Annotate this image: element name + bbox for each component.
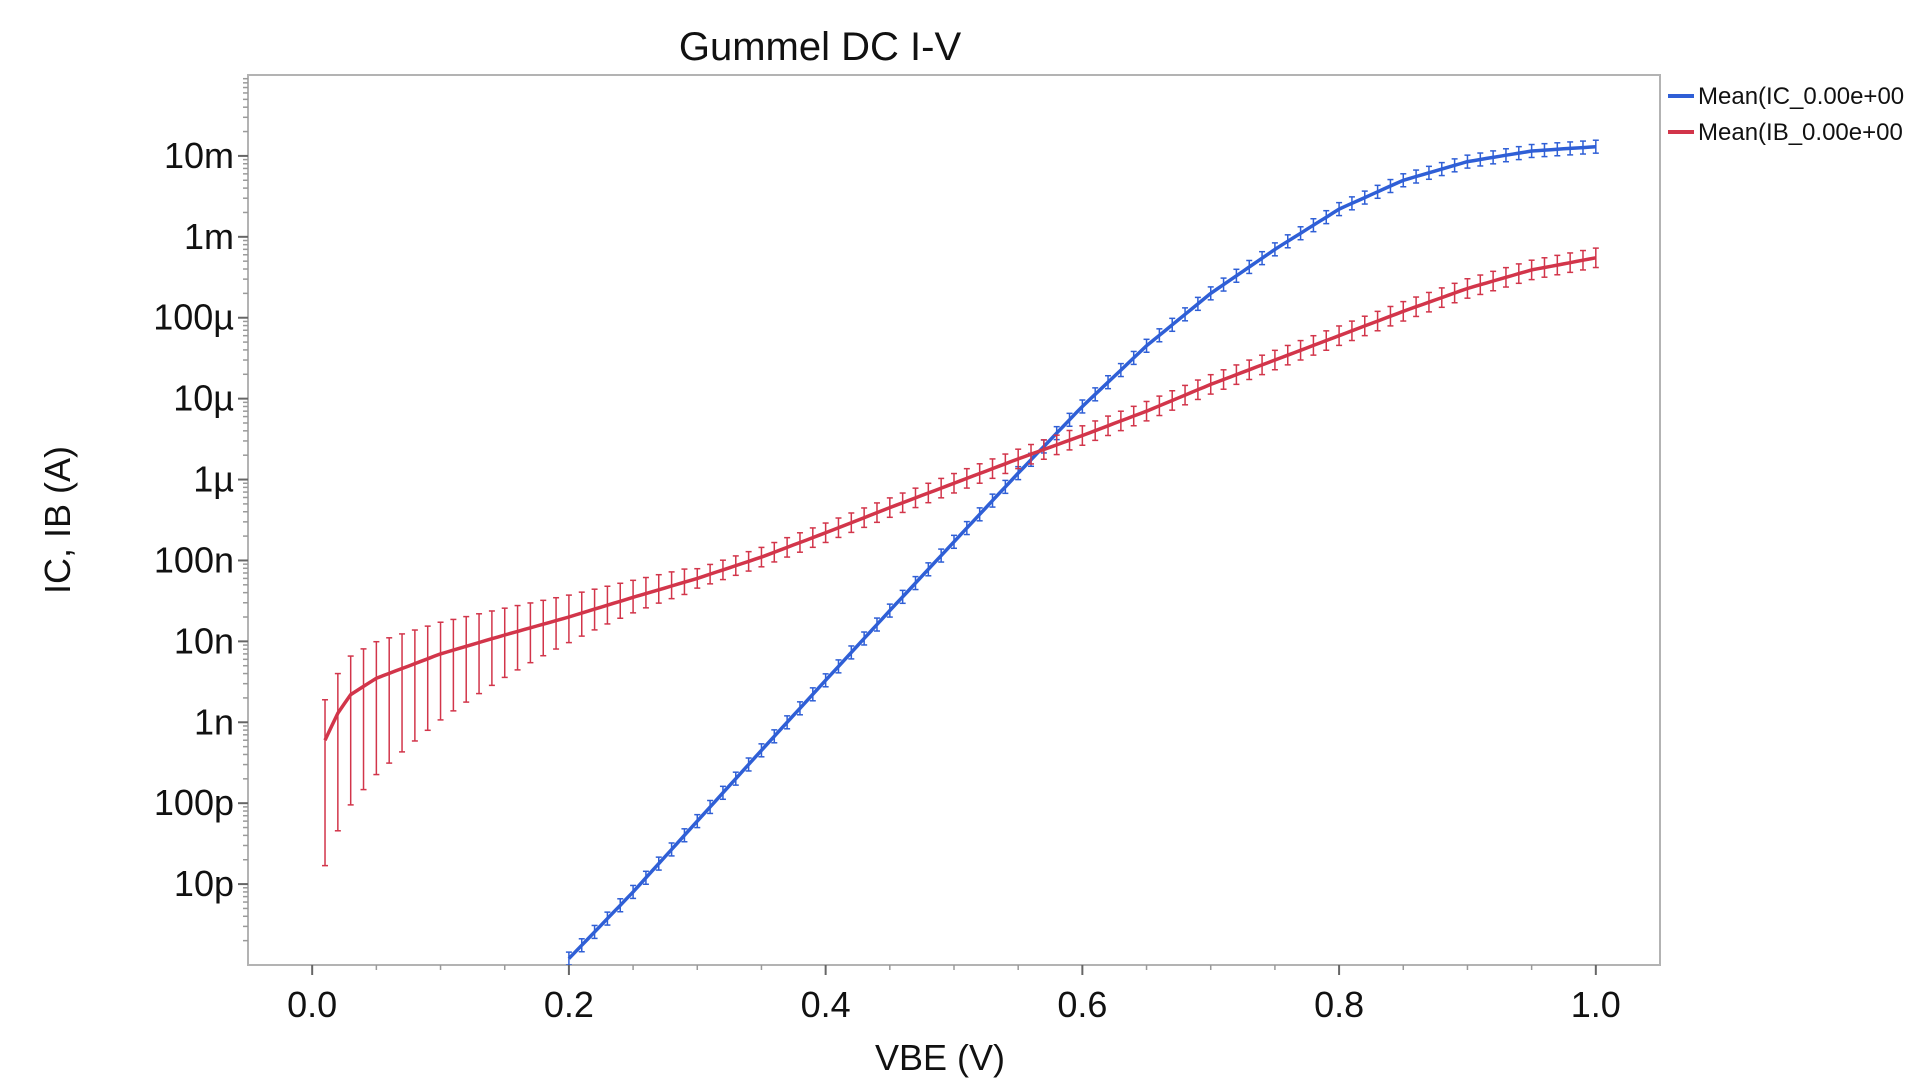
- x-axis-ticks: 0.0 0.2 0.4 0.6 0.8 1.0: [287, 965, 1621, 1025]
- legend-label: Mean(IB_0.00e+00: [1698, 119, 1903, 146]
- y-axis-major-ticks: 10p 100p 1n 10n 100n 1µ 10µ 100µ 1m 10m: [153, 135, 248, 904]
- y-tick-label: 1µ: [193, 459, 234, 500]
- y-tick-label: 10m: [164, 135, 234, 176]
- y-tick-label: 100µ: [153, 297, 234, 338]
- x-axis-title: VBE (V): [875, 1037, 1005, 1078]
- series-line: [323, 256, 1597, 741]
- x-tick-label: 1.0: [1571, 984, 1621, 1025]
- legend: Mean(IC_0.00e+00 Mean(IB_0.00e+00: [1668, 83, 1904, 146]
- y-tick-label: 100n: [154, 539, 234, 580]
- legend-label: Mean(IC_0.00e+00: [1698, 83, 1904, 110]
- x-tick-label: 0.6: [1057, 984, 1107, 1025]
- y-tick-label: 10µ: [173, 378, 234, 419]
- x-tick-label: 0.2: [544, 984, 594, 1025]
- ic-series: [565, 139, 1599, 965]
- ib-series: [322, 247, 1599, 867]
- x-tick-label: 0.0: [287, 984, 337, 1025]
- chart-title: Gummel DC I-V: [679, 25, 962, 69]
- y-axis-minor-ticks: [243, 77, 248, 942]
- series-layer: [322, 139, 1599, 965]
- y-tick-label: 100p: [154, 782, 234, 823]
- plot-frame: [247, 74, 1661, 966]
- y-tick-label: 10n: [174, 620, 234, 661]
- series-line: [567, 144, 1596, 960]
- y-tick-label: 10p: [174, 863, 234, 904]
- error-bars: [565, 139, 1599, 965]
- x-tick-label: 0.8: [1314, 984, 1364, 1025]
- y-tick-label: 1n: [194, 701, 234, 742]
- y-tick-label: 1m: [184, 216, 234, 257]
- error-bars: [322, 247, 1599, 867]
- y-axis-title: IC, IB (A): [37, 446, 78, 594]
- x-tick-label: 0.4: [801, 984, 851, 1025]
